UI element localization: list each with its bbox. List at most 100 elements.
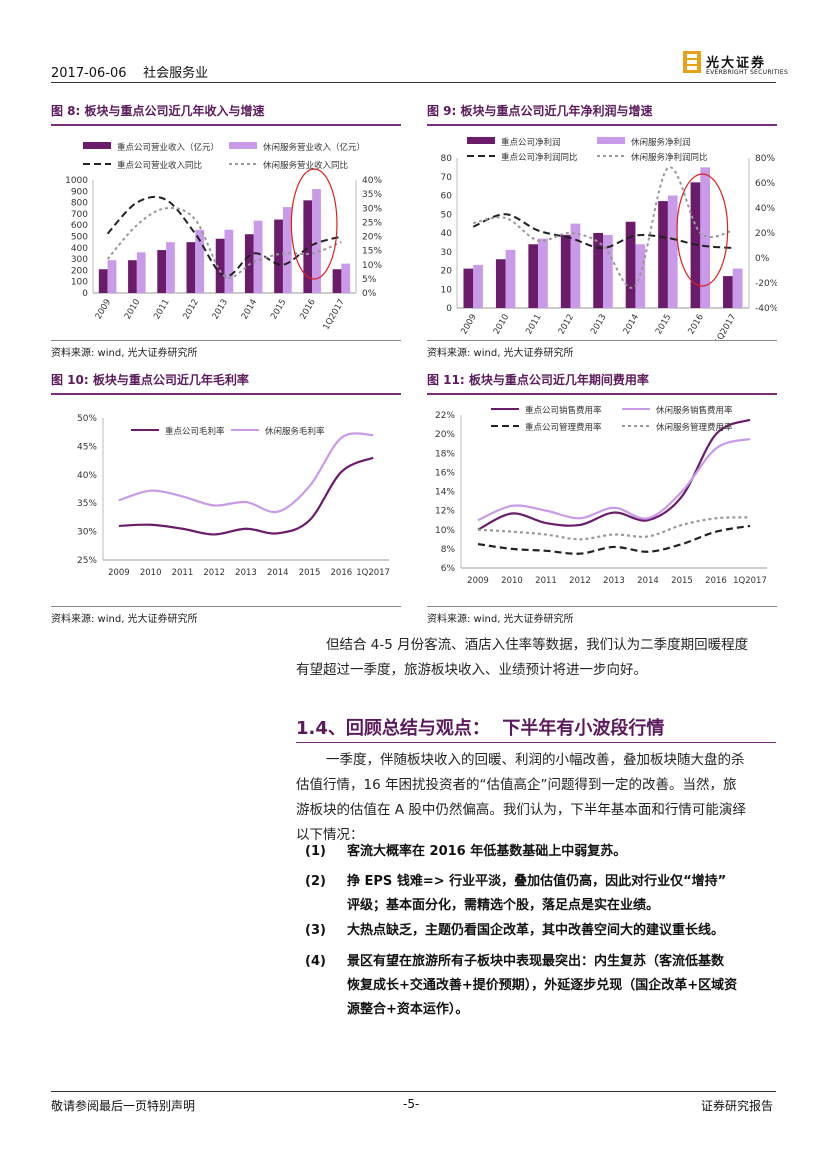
x-tick-label: 2013 [211, 298, 230, 322]
legend-swatch [83, 142, 111, 149]
y-tick-label: 45% [77, 442, 97, 452]
list-item: (4) 景区有望在旅游所有子板块中表现最突出：内生复苏（客流低基数 恢复成长+交… [305, 950, 780, 1026]
logo-text: 光大证券 [706, 56, 767, 71]
y2-tick-label: 15% [362, 247, 382, 257]
footer-report-type: 证券研究报告 [701, 1099, 774, 1113]
legend-swatch [229, 142, 257, 149]
bar-重点公司营业收入（亿元） [128, 260, 137, 293]
x-tick-label: 2009 [467, 576, 489, 586]
legend-label: 休闲服务销售费用率 [656, 405, 733, 416]
bar-休闲服务营业收入（亿元） [195, 229, 205, 293]
x-tick-label: 2015 [269, 298, 288, 322]
paragraph-line: 一季度，伴随板块收入的回暖、利润的小幅改善，叠加板块随大盘的杀 [326, 752, 745, 768]
bar-重点公司净利润 [593, 233, 603, 308]
series-line-重点公司净利润同比 [472, 213, 733, 250]
legend-label: 休闲服务营业收入（亿元） [263, 142, 365, 153]
annotation-ellipse [676, 173, 729, 287]
x-tick-label: 2010 [492, 313, 511, 337]
y-tick-label: 0 [82, 289, 88, 299]
page-number: -5- [403, 1097, 420, 1111]
list-item-number: (1) [305, 844, 326, 859]
bar-重点公司净利润 [528, 244, 539, 308]
y-tick-label: 30% [77, 528, 97, 538]
x-tick-label: 2009 [108, 568, 130, 578]
bar-重点公司营业收入（亿元） [332, 269, 342, 293]
bar-休闲服务净利润 [538, 238, 548, 308]
y-tick-label: 22% [435, 411, 455, 421]
fig9-title: 图 9: 板块与重点公司近几年净利润与增速 [427, 104, 653, 118]
bar-重点公司净利润 [463, 268, 474, 308]
paragraph-line: 估值行情，16 年困扰投资者的“估值高企”问题得到一定的改善。当然，旅 [296, 777, 737, 793]
y-tick-label: 80 [441, 154, 453, 164]
y2-tick-label: 0% [755, 254, 770, 264]
legend-label: 休闲服务毛利率 [265, 426, 325, 437]
x-tick-label: 2016 [298, 298, 317, 322]
x-tick-label: 1Q2017 [356, 568, 390, 578]
fig10-chart: 25% 30% 35% 40% 45% 50% 2009 2010 2011 2012 2013 20… [51, 398, 401, 608]
y-tick-label: 12% [435, 507, 455, 517]
y2-tick-label: 5% [362, 275, 377, 285]
footer-rule [51, 1091, 776, 1092]
y-tick-label: 50 [441, 210, 453, 220]
paragraph-line: 但结合 4-5 月份客流、酒店入住率等数据，我们认为二季度期回暖程度 [326, 637, 749, 653]
y-tick-label: 600 [71, 221, 88, 231]
legend-label: 重点公司营业收入（亿元） [117, 142, 219, 153]
series-line-重点公司管理费用率 [477, 524, 751, 555]
bar-休闲服务净利润 [700, 167, 711, 308]
report-date-industry: 2017-06-06 社会服务业 [51, 66, 209, 81]
y-tick-label: 800 [71, 199, 88, 209]
logo-icon [683, 51, 701, 73]
bar-重点公司营业收入（亿元） [98, 269, 108, 293]
x-tick-label: 2010 [140, 568, 162, 578]
legend-label: 休闲服务管理费用率 [656, 422, 733, 433]
fig10-source: 资料来源: wind, 光大证券研究所 [51, 614, 198, 625]
fig9-title-rule [427, 124, 777, 126]
legend-swatch [467, 137, 495, 144]
y-tick-label: 20% [435, 430, 455, 440]
x-tick-label: 2011 [524, 313, 543, 337]
x-tick-label: 2013 [589, 313, 608, 337]
x-tick-label: 2009 [94, 298, 113, 322]
fig11-source: 资料来源: wind, 光大证券研究所 [427, 614, 574, 625]
y-tick-label: 40% [77, 471, 97, 481]
legend-swatch [597, 137, 625, 144]
x-tick-label: 2015 [654, 313, 673, 337]
x-tick-label: 2016 [686, 313, 705, 337]
y-tick-label: 10 [441, 285, 453, 295]
y2-tick-label: 35% [362, 190, 382, 200]
y-tick-label: 300 [71, 255, 88, 265]
y2-tick-label: 0% [362, 289, 377, 299]
y2-tick-label: 10% [362, 261, 382, 271]
list-item: (2) 挣 EPS 钱难=> 行业平淡，叠加估值仍高，因此对行业仅“增持” 评级… [305, 870, 780, 922]
footer-disclaimer: 敬请参阅最后一页特别声明 [51, 1099, 196, 1113]
x-tick-label: 2016 [331, 568, 353, 578]
x-tick-label: 2015 [299, 568, 321, 578]
y2-tick-label: 20% [362, 233, 382, 243]
y-tick-label: 8% [441, 545, 456, 555]
list-item-text: 恢复成长+交通改善+提价预期），外延逐步兑现（国企改革+区域资 [347, 978, 738, 993]
bar-重点公司营业收入（亿元） [303, 200, 313, 293]
y-tick-label: 200 [71, 266, 88, 276]
fig8-title-rule [51, 124, 401, 126]
bar-休闲服务净利润 [505, 249, 516, 308]
y-tick-label: 700 [71, 210, 88, 220]
y-tick-label: 35% [77, 499, 97, 509]
paragraph-line: 游板块的估值在 A 股中仍然偏高。我们认为，下半年基本面和行情可能演绎 [296, 802, 746, 818]
paragraph-line: 以下情况： [296, 827, 364, 843]
y2-tick-label: 80% [755, 154, 775, 164]
bar-重点公司净利润 [625, 221, 636, 308]
y-tick-label: 60 [441, 192, 453, 202]
y-tick-label: 16% [435, 468, 455, 478]
y-tick-label: 20 [441, 267, 453, 277]
bar-重点公司净利润 [560, 234, 571, 308]
list-item: (3) 大热点缺乏，主题仍看国企改革，其中改善空间大的建议重长线。 [305, 919, 780, 945]
y-tick-label: 100 [71, 278, 88, 288]
x-tick-label: 2009 [459, 313, 478, 337]
series-line-休闲服务毛利率 [118, 432, 374, 514]
y2-tick-label: 40% [755, 204, 775, 214]
y2-tick-label: 30% [362, 204, 382, 214]
x-tick-label: 2014 [637, 576, 659, 586]
x-tick-label: 2014 [267, 568, 289, 578]
fig11-source-rule [427, 606, 777, 607]
series-line-重点公司毛利率 [118, 456, 374, 536]
